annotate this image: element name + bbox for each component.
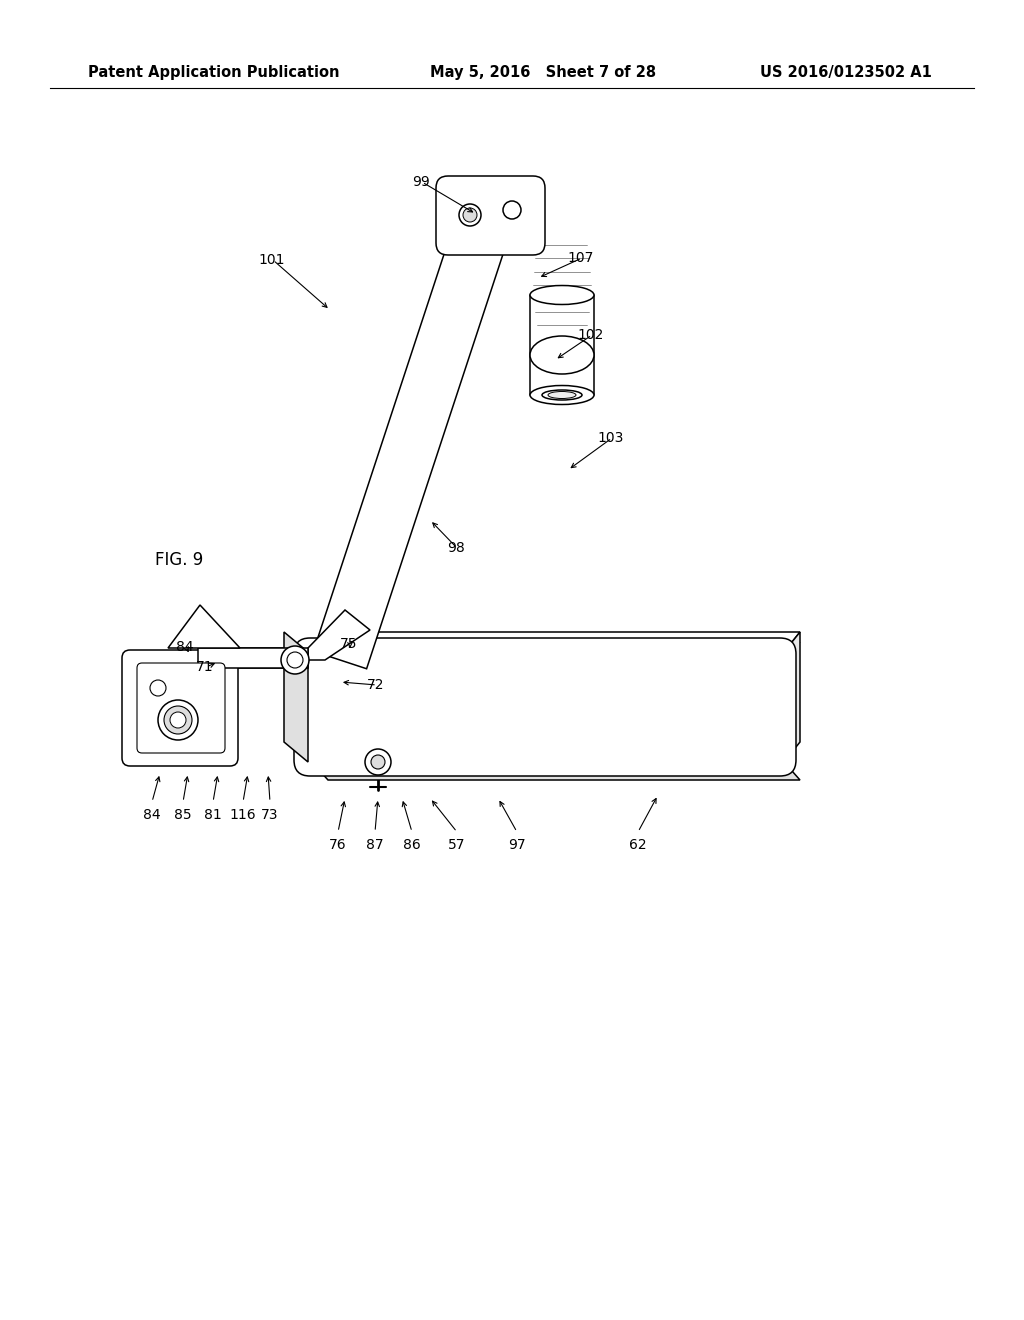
Circle shape — [150, 680, 166, 696]
Text: 84: 84 — [176, 640, 194, 653]
Ellipse shape — [530, 285, 594, 305]
Circle shape — [463, 209, 477, 222]
Text: 76: 76 — [329, 838, 347, 851]
Ellipse shape — [542, 389, 582, 400]
Text: 101: 101 — [258, 253, 285, 267]
Circle shape — [281, 645, 309, 675]
Polygon shape — [460, 189, 520, 247]
Circle shape — [371, 755, 385, 770]
Text: US 2016/0123502 A1: US 2016/0123502 A1 — [760, 65, 932, 79]
Text: Patent Application Publication: Patent Application Publication — [88, 65, 340, 79]
Polygon shape — [308, 632, 800, 652]
Ellipse shape — [530, 337, 594, 374]
Circle shape — [365, 748, 391, 775]
Text: 62: 62 — [629, 838, 647, 851]
Ellipse shape — [530, 385, 594, 404]
Circle shape — [158, 700, 198, 741]
Polygon shape — [308, 610, 370, 660]
Text: 97: 97 — [508, 838, 525, 851]
Text: 71: 71 — [196, 660, 214, 675]
Text: 116: 116 — [229, 808, 256, 822]
FancyBboxPatch shape — [436, 176, 545, 255]
Text: 103: 103 — [597, 432, 624, 445]
Circle shape — [459, 205, 481, 226]
Polygon shape — [308, 652, 784, 762]
Circle shape — [164, 706, 193, 734]
Text: 57: 57 — [449, 838, 466, 851]
Circle shape — [287, 652, 303, 668]
Text: 98: 98 — [447, 541, 465, 554]
Text: 75: 75 — [340, 638, 357, 651]
Text: 85: 85 — [174, 808, 191, 822]
Circle shape — [170, 711, 186, 729]
Text: 81: 81 — [204, 808, 222, 822]
FancyBboxPatch shape — [294, 638, 796, 776]
Text: 72: 72 — [367, 678, 384, 692]
Text: 87: 87 — [367, 838, 384, 851]
Text: 102: 102 — [577, 327, 603, 342]
Text: FIG. 9: FIG. 9 — [155, 550, 203, 569]
Polygon shape — [168, 605, 240, 648]
Text: 73: 73 — [261, 808, 279, 822]
Polygon shape — [284, 632, 308, 762]
Polygon shape — [784, 632, 800, 762]
Text: 107: 107 — [567, 251, 593, 265]
FancyBboxPatch shape — [137, 663, 225, 752]
Circle shape — [503, 201, 521, 219]
Polygon shape — [313, 189, 518, 669]
Polygon shape — [310, 760, 800, 780]
Text: 84: 84 — [143, 808, 161, 822]
Text: May 5, 2016   Sheet 7 of 28: May 5, 2016 Sheet 7 of 28 — [430, 65, 656, 79]
FancyBboxPatch shape — [122, 649, 238, 766]
Text: 99: 99 — [412, 176, 430, 189]
Text: 86: 86 — [403, 838, 421, 851]
Polygon shape — [198, 648, 308, 700]
Ellipse shape — [548, 392, 575, 399]
